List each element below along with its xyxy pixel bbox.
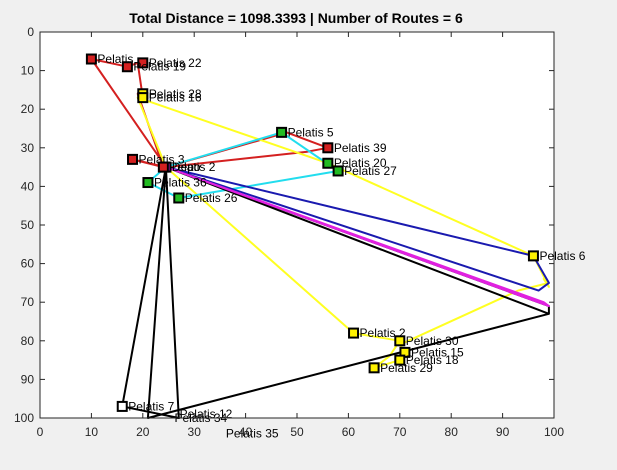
x-tick-label: 60: [342, 425, 356, 439]
customer-label: Pelatis 18: [406, 353, 459, 367]
depot-label: Depo: [172, 160, 201, 174]
x-tick-label: 70: [393, 425, 407, 439]
customer-marker: [157, 161, 169, 173]
y-tick-label: 100: [14, 411, 34, 425]
y-axis: 0 10 20 30 40 50 60 70 80 90 100: [14, 25, 554, 425]
customer-label: Pelatis 5: [288, 125, 334, 139]
y-tick-label: 0: [27, 25, 34, 39]
y-tick-label: 10: [21, 64, 35, 78]
y-tick-label: 80: [21, 334, 35, 348]
x-tick-label: 80: [445, 425, 459, 439]
y-tick-label: 20: [21, 102, 35, 116]
y-tick-label: 60: [21, 257, 35, 271]
customer-marker: [332, 165, 344, 177]
x-axis: 0 10 20 30 40 50 60 70 80 90 100: [37, 32, 564, 439]
customer-label: Pelatis 6: [539, 249, 585, 263]
customer-marker: [322, 142, 334, 154]
route-line-2: [136, 96, 550, 369]
customer-label: Pelatis 2: [169, 160, 215, 174]
chart-title: Total Distance = 1098.3393 | Number of R…: [129, 10, 463, 26]
customer-marker: [121, 61, 133, 73]
x-tick-label: 30: [188, 425, 202, 439]
customer-label: Pelatis 2: [360, 326, 406, 340]
x-tick-label: 90: [496, 425, 510, 439]
customer-label: Pelatis 35: [226, 426, 279, 440]
customer-label: Pelatis 15: [411, 345, 464, 359]
y-tick-label: 40: [21, 179, 35, 193]
customer-label: Pelatis 28: [149, 87, 202, 101]
y-tick-label: 50: [21, 218, 35, 232]
customer-marker: [394, 335, 406, 347]
customer-marker: [527, 250, 539, 262]
customer-label: Pelatis 36: [154, 176, 207, 190]
customer-marker: [348, 327, 360, 339]
customer-marker: [127, 153, 139, 165]
y-tick-label: 90: [21, 372, 35, 386]
customer-marker: [276, 126, 288, 138]
y-tick-label: 70: [21, 295, 35, 309]
customer-label: Pelatis 16: [149, 91, 202, 105]
customer-label: Pelatis 27: [344, 164, 397, 178]
customer-label: Pelatis: [97, 52, 133, 66]
customer-label: Pelatis 19: [133, 60, 186, 74]
customer-markers: [85, 53, 539, 412]
customer-label: Pelatis 7: [128, 399, 174, 413]
customer-label: Pelatis 39: [334, 141, 387, 155]
y-tick-label: 30: [21, 141, 35, 155]
x-tick-label: 10: [85, 425, 99, 439]
customer-label: Pelatis 30: [406, 334, 459, 348]
customer-marker: [368, 362, 380, 374]
customer-marker: [394, 354, 406, 366]
customer-marker: [137, 92, 149, 104]
x-tick-label: 50: [290, 425, 304, 439]
customer-marker: [173, 192, 185, 204]
x-tick-label: 20: [136, 425, 150, 439]
x-tick-label: 40: [239, 425, 253, 439]
customer-marker: [137, 57, 149, 69]
customer-marker: [85, 53, 97, 65]
route-line-4: [165, 166, 550, 292]
route-line-6: [165, 166, 550, 308]
plot-area: [40, 32, 554, 418]
customer-marker: [116, 400, 128, 412]
customer-label: Pelatis 20: [334, 156, 387, 170]
customer-label: Pelatis 22: [149, 56, 202, 70]
customer-marker: [142, 177, 154, 189]
customer-marker: [322, 157, 334, 169]
customer-label: Pelatis 3: [139, 152, 185, 166]
x-tick-label: 100: [544, 425, 564, 439]
x-tick-label: 0: [37, 425, 44, 439]
customer-label: Pelatis 26: [185, 191, 238, 205]
customer-label: Pelatis 29: [380, 361, 433, 375]
